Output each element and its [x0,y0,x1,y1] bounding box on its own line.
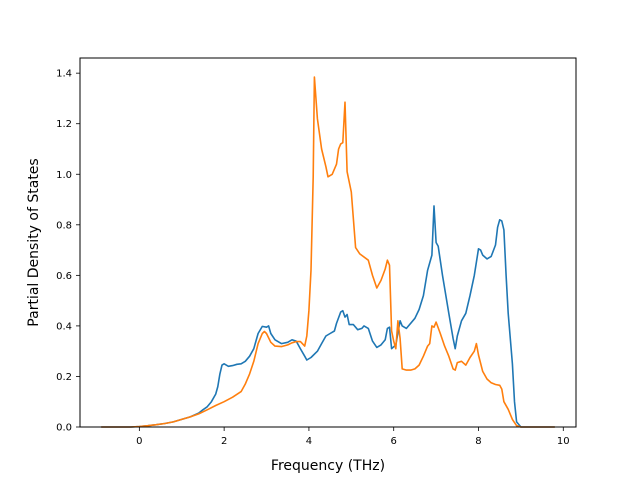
x-tick-label: 10 [557,436,570,447]
x-tick-label: 8 [475,436,481,447]
x-tick-label: 4 [306,436,312,447]
y-tick-label: 0.8 [56,220,72,231]
series-line-1 [101,205,555,428]
y-tick-label: 0.0 [56,423,72,434]
x-axis-label: Frequency (THz) [271,458,385,474]
plot-frame [79,57,577,428]
series-layer [101,76,555,428]
x-axis-ticks: 0 2 4 6 8 10 [136,427,570,447]
y-axis-label: Partial Density of States [26,158,42,326]
x-tick-label: 0 [136,436,142,447]
x-tick-label: 6 [391,436,397,447]
y-axis-ticks: 0.0 0.2 0.4 0.6 0.8 1.0 1.2 1.4 [56,69,80,434]
series-line-2 [101,76,555,428]
y-tick-label: 0.2 [56,372,72,383]
y-tick-label: 1.4 [56,69,72,80]
y-tick-label: 0.6 [56,271,72,282]
x-tick-label: 2 [221,436,227,447]
y-tick-label: 1.2 [56,119,72,130]
y-tick-label: 1.0 [56,170,72,181]
y-tick-label: 0.4 [56,321,72,332]
